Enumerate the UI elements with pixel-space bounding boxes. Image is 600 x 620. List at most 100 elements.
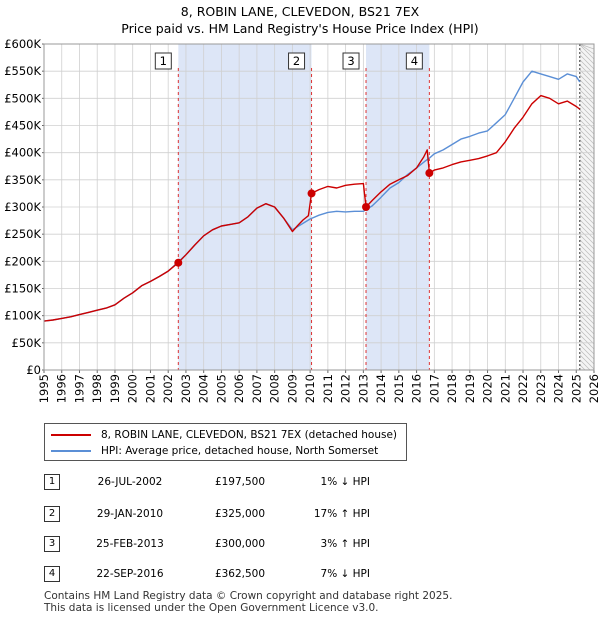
y-tick-label: £50K (12, 336, 42, 350)
x-tick-label: 2002 (161, 374, 175, 403)
hatch-line (579, 189, 595, 205)
hatch-line (579, 209, 595, 225)
hatch-line (579, 134, 595, 150)
y-tick-label: £350K (4, 173, 41, 187)
sale-label-text: 4 (411, 54, 418, 68)
footer-copyright: Contains HM Land Registry data © Crown c… (44, 590, 453, 602)
hatch-line (579, 214, 595, 230)
legend-item-price-paid: 8, ROBIN LANE, CLEVEDON, BS21 7EX (detac… (51, 427, 397, 443)
hatch-line (579, 89, 595, 105)
x-tick-label: 2004 (197, 374, 211, 403)
sale-date: 25-FEB-2013 (96, 538, 164, 550)
footer-licence: This data is licensed under the Open Gov… (44, 602, 379, 614)
sale-number-badge: 1 (44, 474, 60, 490)
hatch-line (579, 269, 595, 285)
hatch-line (579, 94, 595, 110)
x-tick-label: 2008 (268, 374, 282, 403)
x-tick-label: 2010 (303, 374, 317, 403)
hatch-line (579, 49, 595, 65)
y-tick-label: £200K (4, 254, 41, 268)
legend: 8, ROBIN LANE, CLEVEDON, BS21 7EX (detac… (44, 423, 407, 461)
sale-hpi-diff: 17% ↑ HPI (313, 508, 370, 520)
x-tick-label: 2022 (516, 374, 530, 403)
sales-table: 1 26-JUL-2002 £197,500 1% ↓ HPI 2 29-JAN… (0, 470, 600, 590)
hatch-line (579, 74, 595, 90)
hatch-line (579, 124, 595, 140)
hatch-line (579, 64, 595, 80)
x-tick-label: 2011 (321, 374, 335, 403)
hatch-line (579, 44, 595, 50)
table-row: 3 25-FEB-2013 £300,000 3% ↑ HPI (0, 536, 600, 554)
hatch-line (579, 259, 595, 275)
x-tick-label: 1998 (90, 374, 104, 403)
x-tick-label: 2026 (587, 374, 600, 403)
hatch-line (579, 319, 595, 335)
hatch-line (579, 79, 595, 95)
hatch-line (579, 304, 595, 320)
hatch-line (579, 279, 595, 295)
sale-price: £197,500 (214, 476, 266, 488)
sale-markers (174, 169, 434, 267)
sale-number-badge: 4 (44, 566, 60, 582)
legend-label-hpi: HPI: Average price, detached house, Nort… (101, 445, 379, 457)
hatch-line (579, 144, 595, 160)
sale-hpi-diff: 7% ↓ HPI (320, 568, 370, 580)
hatch-line (579, 99, 595, 115)
hatch-line (579, 224, 595, 240)
x-tick-label: 2017 (427, 374, 441, 403)
sale-label-box (405, 52, 423, 70)
hatch-line (579, 324, 595, 340)
hatch-line (579, 169, 595, 185)
hatch-line (579, 244, 595, 260)
price-chart: 1 2 3 4 £0 £50K £100K £150K £200K £250K £300K £350… (4, 37, 600, 403)
y-tick-label: £0 (26, 363, 41, 377)
hatch-line (579, 334, 595, 350)
hatch-line (579, 59, 595, 75)
legend-swatch-price-paid (51, 434, 91, 436)
x-tick-label: 1997 (72, 374, 86, 403)
x-tick-label: 2003 (179, 374, 193, 403)
y-tick-label: £550K (4, 64, 41, 78)
hatch-line (579, 264, 595, 280)
x-tick-label: 2018 (445, 374, 459, 403)
x-tick-label: 2012 (339, 374, 353, 403)
table-row: 2 29-JAN-2010 £325,000 17% ↑ HPI (0, 506, 600, 524)
y-axis-ticks: £0 £50K £100K £150K £200K £250K £300K £350K £400… (4, 37, 44, 377)
x-tick-label: 2019 (463, 374, 477, 403)
legend-swatch-hpi (51, 450, 91, 452)
x-tick-label: 2015 (392, 374, 406, 403)
sale-price: £362,500 (214, 568, 266, 580)
sale-label-box (342, 52, 360, 70)
hatch-line (579, 344, 595, 360)
x-tick-label: 2000 (126, 374, 140, 403)
x-tick-label: 2016 (410, 374, 424, 403)
legend-item-hpi: HPI: Average price, detached house, Nort… (51, 443, 378, 459)
hatch-line (579, 44, 595, 55)
hatch-line (579, 149, 595, 165)
x-tick-label: 2020 (481, 374, 495, 403)
y-tick-label: £400K (4, 146, 41, 160)
hatch-line (579, 229, 595, 245)
x-tick-label: 1995 (37, 374, 51, 403)
hatch-line (579, 234, 595, 250)
hatch-line (579, 109, 595, 125)
hatch-line (579, 44, 595, 60)
hatch-line (579, 354, 595, 370)
hatch-line (579, 139, 595, 155)
hatch-line (579, 274, 595, 290)
sale-hpi-diff: 1% ↓ HPI (320, 476, 370, 488)
sale-number-badge: 3 (44, 536, 60, 552)
hatch-line (579, 364, 586, 370)
sale-point (174, 258, 183, 267)
sale-label-text: 1 (160, 54, 167, 68)
sale-point (307, 189, 316, 198)
hatch-line (579, 349, 595, 365)
title-line-address: 8, ROBIN LANE, CLEVEDON, BS21 7EX (180, 4, 420, 19)
forecast-hatch (579, 44, 595, 370)
table-row: 1 26-JUL-2002 £197,500 1% ↓ HPI (0, 474, 600, 492)
x-tick-label: 2005 (214, 374, 228, 403)
sale-price: £325,000 (214, 508, 266, 520)
x-axis-ticks: 1995 1996 1997 1998 1999 2000 2001 2002 2003 2004… (37, 370, 600, 403)
sale-point (425, 169, 434, 178)
hatch-line (579, 164, 595, 180)
